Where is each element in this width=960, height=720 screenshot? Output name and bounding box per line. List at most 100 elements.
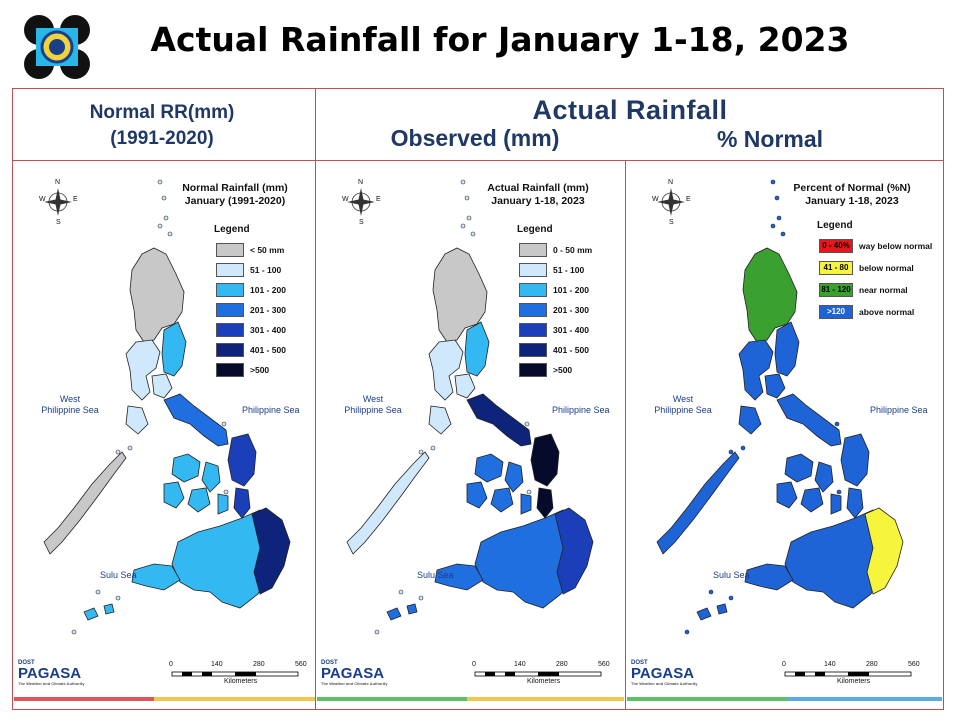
map-title-line1: Normal Rainfall (mm) xyxy=(182,182,288,194)
legend-swatch xyxy=(216,303,244,317)
province-luzon_west xyxy=(428,405,452,435)
scale-unit-label: Kilometers xyxy=(527,678,561,685)
map-svg xyxy=(656,179,912,677)
province-palawan xyxy=(43,451,127,555)
province-visayas xyxy=(163,481,185,509)
compass-letter-w: W xyxy=(342,196,349,203)
pagasa-footer-logo: DOST PAGASA The Weather and Climate Author… xyxy=(18,660,98,686)
province-visayas xyxy=(217,493,229,515)
map-title-line2: January 1-18, 2023 xyxy=(805,195,899,207)
sea-label-sulu: Sulu Sea xyxy=(100,570,137,580)
sea-label-west: West Philippine Sea xyxy=(653,394,713,416)
islet xyxy=(418,595,424,601)
islet xyxy=(418,449,424,455)
scale-bar-segment xyxy=(485,672,495,676)
legend-title: Legend xyxy=(517,224,553,235)
legend-item: 101 - 200 xyxy=(216,282,286,298)
sea-label-sulu: Sulu Sea xyxy=(417,570,454,580)
province-samar xyxy=(846,487,864,519)
legend-swatch xyxy=(519,243,547,257)
legend-item: >120 above normal xyxy=(819,304,914,320)
sea-label-west: West Philippine Sea xyxy=(343,394,403,416)
normal-header: Normal RR(mm) (1991-2020) xyxy=(14,100,310,152)
scale-bar-segment xyxy=(795,672,805,676)
footer-color-bar xyxy=(14,697,154,701)
footer-logo-top: DOST xyxy=(18,660,35,666)
legend-swatch xyxy=(519,263,547,277)
islet xyxy=(398,589,404,595)
compass-letter-n: N xyxy=(358,179,364,186)
province-visayas xyxy=(520,493,532,515)
legend-label: below normal xyxy=(859,263,914,273)
legend-label: < 50 mm xyxy=(250,245,285,255)
sea-label-east: Philippine Sea xyxy=(242,405,300,415)
pagasa-seal-logo xyxy=(24,15,90,79)
legend-item: 401 - 500 xyxy=(216,342,286,358)
map-frame-right xyxy=(625,160,944,710)
pagasa-footer-logo: DOST PAGASA The Weather and Climate Author… xyxy=(321,660,401,686)
province-bicol xyxy=(466,393,532,447)
map-title: Normal Rainfall (mm) January (1991-2020) xyxy=(164,182,306,208)
legend-label: 201 - 300 xyxy=(250,305,286,315)
map-title-line1: Actual Rainfall (mm) xyxy=(487,182,589,194)
province-visayas xyxy=(201,461,221,493)
islet xyxy=(770,179,776,185)
scale-tick-label: 280 xyxy=(556,661,568,668)
legend-label: 301 - 400 xyxy=(250,325,286,335)
legend-title: Legend xyxy=(817,220,853,231)
islet xyxy=(71,629,77,635)
scale-tick-label: 280 xyxy=(253,661,265,668)
compass-rose-icon xyxy=(657,188,685,216)
scale-bar-segment xyxy=(182,672,192,676)
province-mindanao xyxy=(434,563,484,591)
legend-item: 301 - 400 xyxy=(519,322,589,338)
province-samar xyxy=(530,433,560,487)
legend-item: < 50 mm xyxy=(216,242,284,258)
footer-color-bar xyxy=(627,697,787,701)
compass-letter-s: S xyxy=(359,219,364,226)
legend-label: >500 xyxy=(250,365,270,375)
legend-item: 81 - 120 near normal xyxy=(819,282,908,298)
sea-label-west-line2: Philippine Sea xyxy=(654,405,712,415)
legend-label: 51 - 100 xyxy=(553,265,585,275)
compass-letter-n: N xyxy=(55,179,61,186)
islet xyxy=(780,231,786,237)
province-palawan xyxy=(656,451,740,555)
islet xyxy=(470,231,476,237)
compass-rose-icon xyxy=(44,188,72,216)
compass-needle-ew xyxy=(44,199,72,205)
province-luzon_east xyxy=(774,321,800,377)
legend-item: 401 - 500 xyxy=(519,342,589,358)
province-mindanao xyxy=(131,563,181,591)
compass-letter-w: W xyxy=(652,196,659,203)
legend-swatch xyxy=(216,363,244,377)
map-title-line2: January 1-18, 2023 xyxy=(491,195,585,207)
scale-tick-label: 0 xyxy=(472,661,476,668)
sea-label-west-line1: West xyxy=(362,394,384,404)
normal-header-line2: (1991-2020) xyxy=(110,128,214,149)
footer-logo-sub: The Weather and Climate Authority xyxy=(321,681,388,686)
islet xyxy=(464,195,470,201)
legend-swatch xyxy=(216,283,244,297)
province-luzon_west xyxy=(738,405,762,435)
footer-logo-top: DOST xyxy=(321,660,338,666)
scale-unit-label: Kilometers xyxy=(224,678,258,685)
scale-tick-label: 0 xyxy=(782,661,786,668)
footer-logo-mid: PAGASA xyxy=(18,665,82,682)
legend-item: 101 - 200 xyxy=(519,282,589,298)
legend-swatch xyxy=(519,303,547,317)
islet xyxy=(740,445,746,451)
sea-label-west-line2: Philippine Sea xyxy=(344,405,402,415)
legend-label: 51 - 100 xyxy=(250,265,282,275)
islet xyxy=(708,589,714,595)
province-bicol xyxy=(163,393,229,447)
map-svg xyxy=(346,179,602,677)
map-title: Actual Rainfall (mm) January 1-18, 2023 xyxy=(467,182,609,208)
province-luzon_west xyxy=(764,373,786,399)
province-visayas xyxy=(490,487,514,513)
legend-item: 201 - 300 xyxy=(519,302,589,318)
legend-item: 41 - 80 below normal xyxy=(819,260,914,276)
normal-header-line1: Normal RR(mm) xyxy=(89,102,235,123)
province-samar xyxy=(233,487,251,519)
legend-swatch xyxy=(216,343,244,357)
